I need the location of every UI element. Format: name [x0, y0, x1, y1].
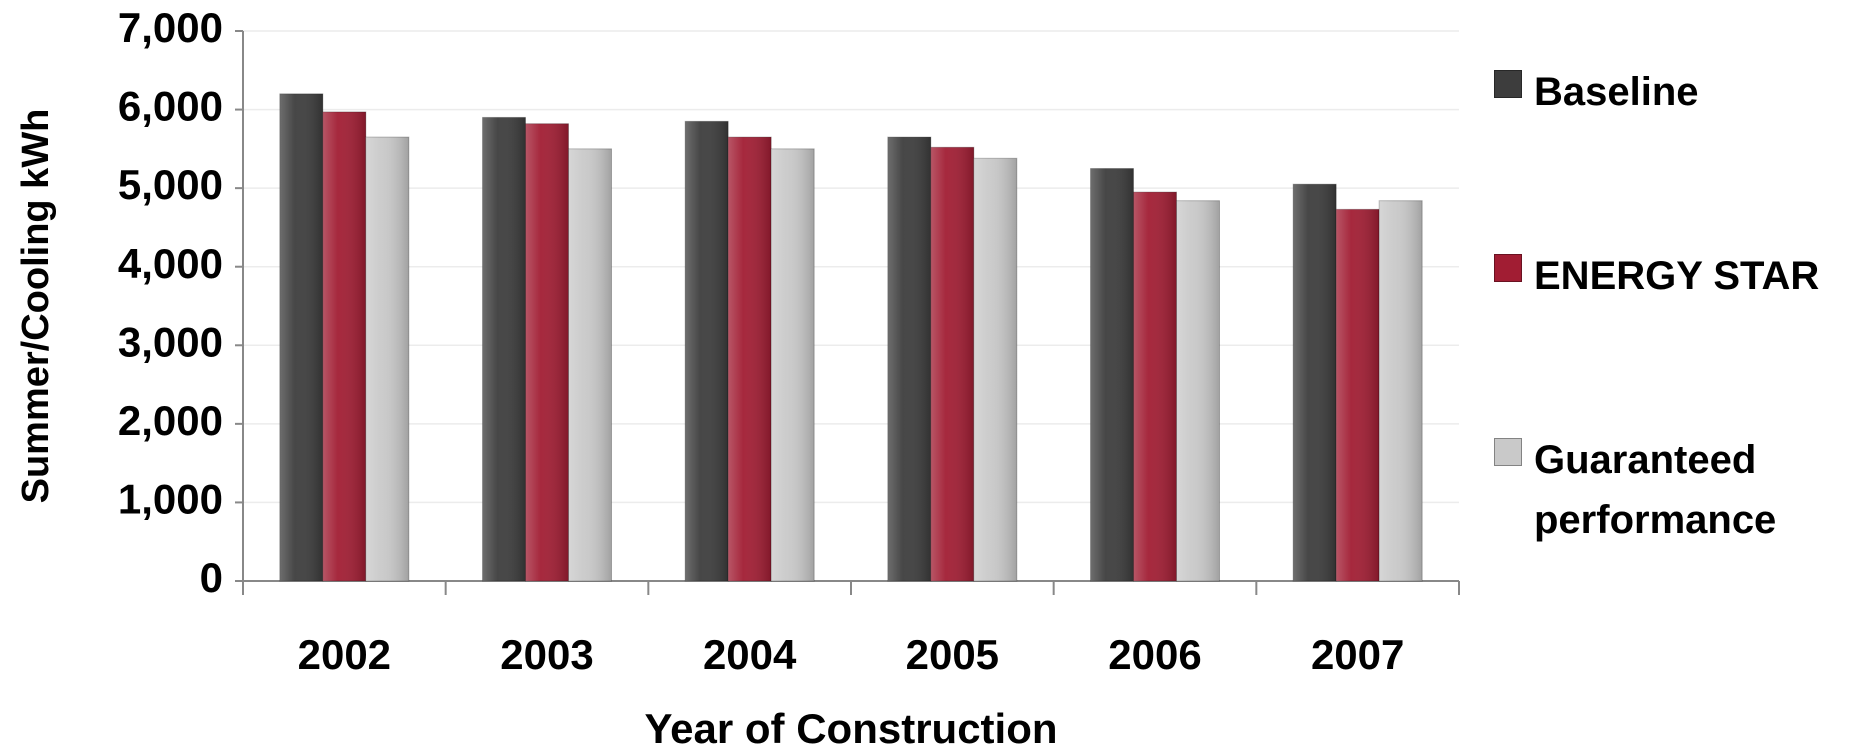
legend-label: Baseline [1534, 70, 1699, 114]
y-tick-label: 2,000 [118, 397, 223, 444]
bar [279, 93, 324, 582]
legend-item: Baseline [1494, 62, 1854, 122]
bar [973, 157, 1018, 582]
y-axis-title: Summer/Cooling kWh [15, 109, 57, 504]
bar [770, 148, 815, 582]
x-tick-label: 2004 [703, 631, 797, 678]
bar [568, 148, 612, 582]
legend-item: Guaranteed performance [1494, 430, 1854, 550]
legend-item: ENERGY STAR [1494, 246, 1854, 306]
bar [482, 116, 526, 582]
x-tick-label: 2003 [500, 631, 593, 678]
y-tick-label: 1,000 [118, 476, 223, 523]
bar [1133, 191, 1177, 582]
legend-swatch [1494, 70, 1522, 98]
bar [887, 136, 932, 582]
bar [1378, 200, 1423, 582]
legend-swatch [1494, 254, 1522, 282]
legend-swatch [1494, 438, 1522, 466]
y-tick-label: 0 [200, 554, 223, 601]
x-axis-title: Year of Construction [644, 705, 1057, 752]
bar [930, 146, 975, 582]
y-tick-label: 6,000 [118, 83, 223, 130]
y-tick-label: 7,000 [118, 4, 223, 51]
bar [365, 136, 410, 582]
y-tick-label: 5,000 [118, 161, 223, 208]
bar [1090, 168, 1134, 582]
x-tick-label: 2006 [1108, 631, 1201, 678]
bar [684, 120, 729, 582]
x-tick-label: 2007 [1311, 631, 1404, 678]
bar [1335, 208, 1380, 582]
legend-label: ENERGY STAR [1534, 254, 1820, 298]
legend-label: Guaranteed performance [1534, 438, 1777, 542]
bar [1176, 200, 1220, 582]
bar [1292, 183, 1337, 582]
bar [525, 123, 569, 582]
y-tick-label: 4,000 [118, 240, 223, 287]
bar [727, 136, 772, 582]
y-tick-label: 3,000 [118, 318, 223, 365]
bar [322, 111, 367, 582]
x-tick-label: 2005 [906, 631, 999, 678]
x-tick-label: 2002 [298, 631, 391, 678]
